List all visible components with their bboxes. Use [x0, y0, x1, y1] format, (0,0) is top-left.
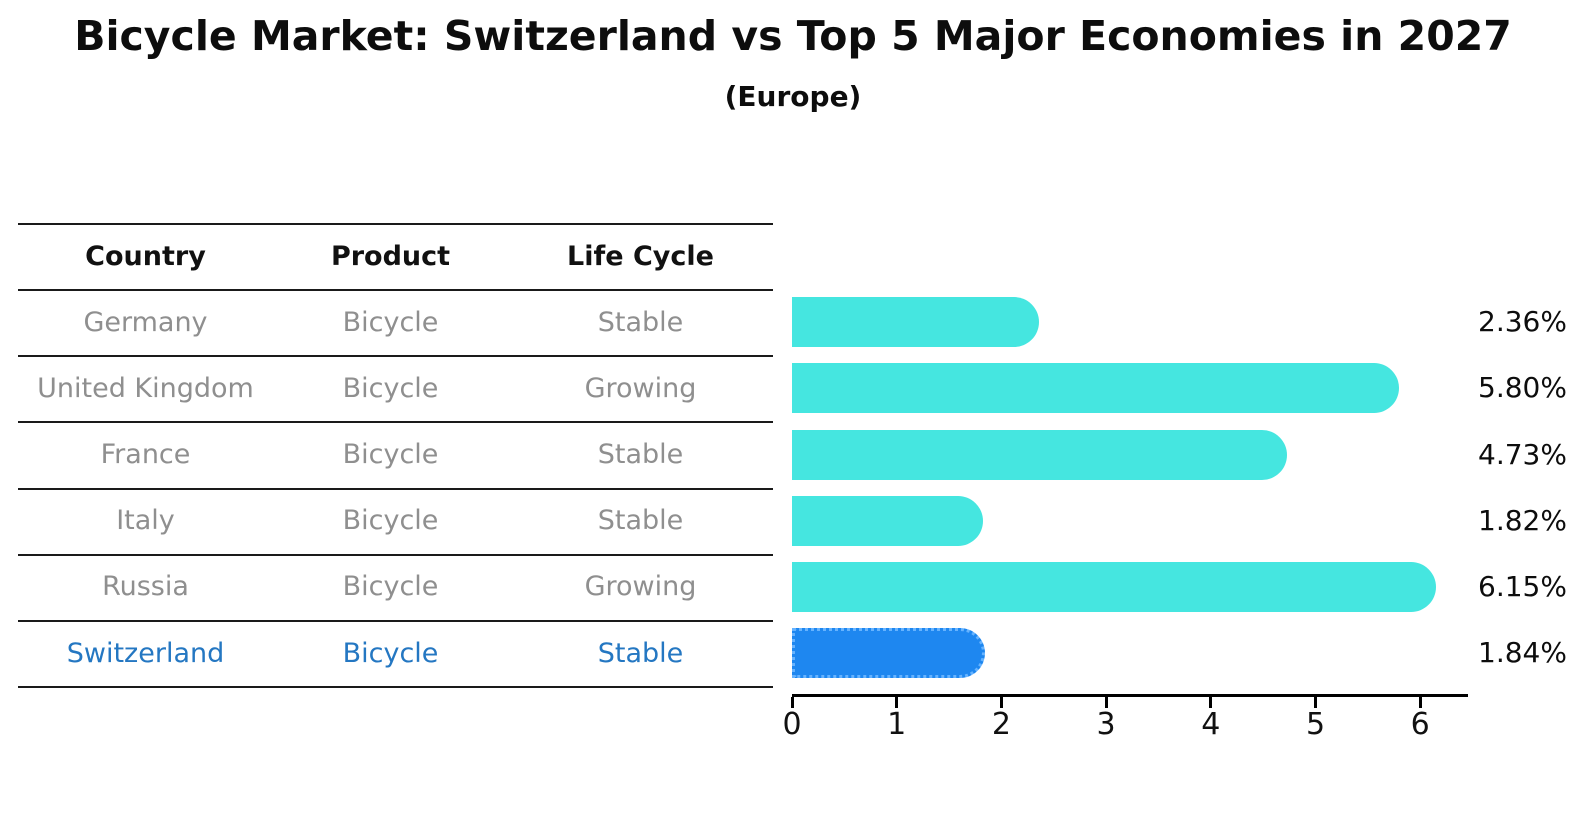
table-rule [18, 554, 773, 556]
country-cell: United Kingdom [37, 372, 254, 404]
bar-france [792, 429, 1287, 480]
table-rule [18, 355, 773, 357]
x-axis-tick [1104, 697, 1108, 708]
column-header-lifecycle: Life Cycle [567, 240, 714, 272]
lifecycle-cell: Growing [584, 372, 697, 404]
country-cell: Russia [102, 571, 189, 603]
bar-germany [792, 297, 1039, 348]
value-label: 4.73% [1478, 437, 1567, 471]
x-axis-tick [999, 697, 1003, 708]
column-header-country: Country [85, 240, 206, 272]
chart-title: Bicycle Market: Switzerland vs Top 5 Maj… [74, 12, 1512, 60]
value-label: 5.80% [1478, 371, 1567, 405]
product-cell: Bicycle [342, 571, 439, 603]
product-cell: Bicycle [342, 306, 439, 338]
x-axis-tick [1209, 697, 1213, 708]
x-axis-line [792, 694, 1468, 697]
product-cell: Bicycle [342, 505, 439, 537]
table-header-row: Country Product Life Cycle [18, 223, 773, 289]
product-cell: Bicycle [342, 438, 439, 470]
x-axis-tick-label: 1 [887, 707, 907, 742]
value-label: 1.84% [1478, 636, 1567, 670]
column-header-product: Product [330, 240, 451, 272]
bar-switzerland [792, 628, 985, 679]
lifecycle-cell: Stable [597, 438, 684, 470]
x-axis-tick [895, 697, 899, 708]
lifecycle-cell: Stable [597, 306, 684, 338]
x-axis-tick-label: 4 [1201, 707, 1221, 742]
country-cell: France [100, 438, 191, 470]
lifecycle-cell: Growing [584, 571, 697, 603]
table-rule [18, 223, 773, 225]
table-row-france: France Bicycle Stable [18, 421, 773, 487]
country-cell: Italy [116, 505, 175, 537]
bar-united-kingdom [792, 363, 1399, 414]
country-cell: Germany [83, 306, 208, 338]
product-cell: Bicycle [342, 372, 439, 404]
bar-italy [792, 495, 983, 546]
table-rule [18, 620, 773, 622]
table-rule [18, 421, 773, 423]
table-rule [18, 488, 773, 490]
x-axis-tick [1418, 697, 1422, 708]
bar-russia [792, 561, 1436, 612]
lifecycle-cell: Stable [597, 505, 684, 537]
table-row-italy: Italy Bicycle Stable [18, 488, 773, 554]
table-row-russia: Russia Bicycle Growing [18, 554, 773, 620]
x-axis-tick-label: 2 [991, 707, 1011, 742]
lifecycle-cell: Stable [597, 637, 684, 669]
country-cell: Switzerland [66, 637, 225, 669]
x-axis-tick-label: 5 [1305, 707, 1326, 742]
value-label: 2.36% [1478, 305, 1567, 339]
table-row-germany: Germany Bicycle Stable [18, 289, 773, 355]
table-row-united-kingdom: United Kingdom Bicycle Growing [18, 355, 773, 421]
value-label: 1.82% [1478, 503, 1567, 537]
value-label: 6.15% [1478, 569, 1567, 603]
chart-subtitle: (Europe) [724, 80, 862, 113]
x-axis-tick [1314, 697, 1317, 708]
product-cell: Bicycle [342, 637, 439, 669]
x-axis-tick [790, 697, 794, 708]
table-rule [18, 289, 773, 291]
table-rule [18, 686, 773, 688]
x-axis-tick-label: 3 [1096, 707, 1116, 742]
x-axis-tick-label: 6 [1410, 707, 1430, 742]
table-row-switzerland: Switzerland Bicycle Stable [18, 620, 773, 686]
x-axis-tick-label: 0 [782, 707, 802, 742]
